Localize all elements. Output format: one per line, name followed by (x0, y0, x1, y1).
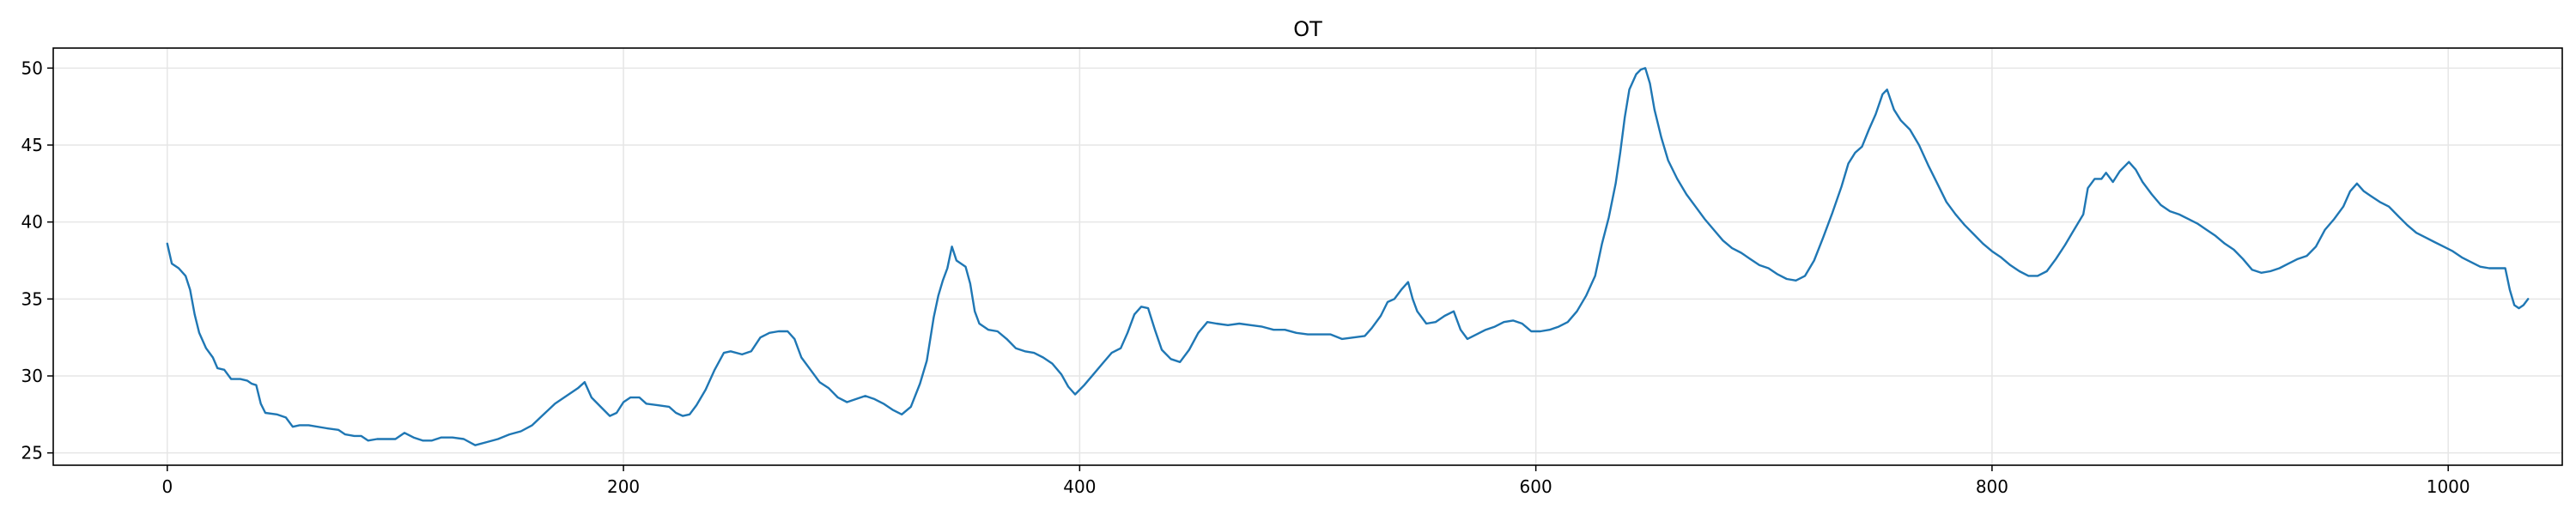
x-tick-label: 0 (161, 476, 173, 497)
y-tick-label: 40 (21, 212, 43, 233)
x-tick-label: 1000 (2427, 476, 2470, 497)
y-tick-label: 50 (21, 58, 43, 78)
y-tick-label: 45 (21, 135, 43, 155)
y-tick-label: 35 (21, 288, 43, 309)
chart-title: OT (1293, 17, 1322, 41)
x-tick-label: 600 (1520, 476, 1552, 497)
ot-series-line (166, 67, 2530, 446)
x-tick-label: 200 (607, 476, 640, 497)
plot-frame (52, 47, 2563, 466)
x-tick-label: 400 (1063, 476, 1096, 497)
grid-layer (53, 48, 2562, 465)
x-tick-label: 800 (1976, 476, 2008, 497)
y-tick-label: 30 (21, 366, 43, 386)
y-tick-label: 25 (21, 443, 43, 464)
y-axis: 25 30 35 40 45 50 (21, 58, 53, 464)
x-axis: 0 200 400 600 800 1000 (161, 465, 2470, 497)
series-layer (166, 67, 2530, 446)
